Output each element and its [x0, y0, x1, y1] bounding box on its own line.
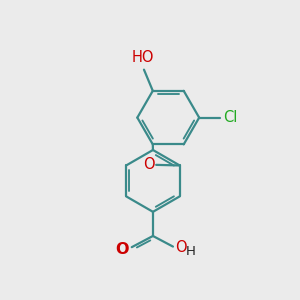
Text: O: O	[175, 240, 187, 255]
Text: Cl: Cl	[223, 110, 237, 125]
Text: O: O	[115, 242, 129, 257]
Text: HO: HO	[131, 50, 154, 65]
Text: H: H	[185, 245, 195, 258]
Text: O: O	[143, 157, 155, 172]
